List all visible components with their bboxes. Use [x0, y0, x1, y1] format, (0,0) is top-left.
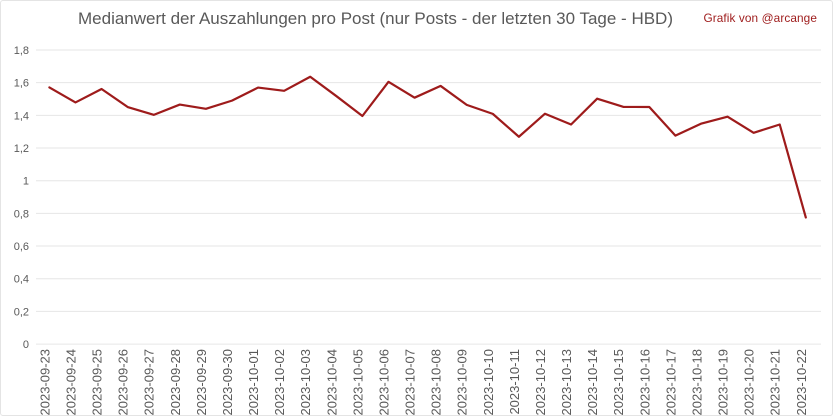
svg-text:0,8: 0,8: [14, 208, 29, 220]
svg-text:2023-10-16: 2023-10-16: [637, 349, 652, 416]
svg-text:2023-09-26: 2023-09-26: [116, 349, 131, 416]
svg-text:2023-09-23: 2023-09-23: [37, 349, 52, 416]
svg-text:2023-10-11: 2023-10-11: [507, 349, 522, 415]
svg-text:2023-10-08: 2023-10-08: [429, 349, 444, 416]
svg-text:2023-10-19: 2023-10-19: [716, 349, 731, 416]
svg-text:2023-10-01: 2023-10-01: [246, 349, 261, 416]
svg-text:2023-10-10: 2023-10-10: [481, 349, 496, 416]
svg-text:2023-09-28: 2023-09-28: [168, 349, 183, 416]
svg-text:0,4: 0,4: [14, 274, 29, 286]
svg-text:0,2: 0,2: [14, 306, 29, 318]
svg-text:2023-10-22: 2023-10-22: [794, 349, 809, 416]
svg-text:0,6: 0,6: [14, 241, 29, 253]
svg-text:2023-10-17: 2023-10-17: [663, 349, 678, 416]
svg-text:2023-10-09: 2023-10-09: [455, 349, 470, 416]
svg-text:1,8: 1,8: [14, 45, 29, 57]
svg-text:2023-10-15: 2023-10-15: [611, 349, 626, 416]
svg-text:2023-10-21: 2023-10-21: [768, 349, 783, 416]
svg-text:2023-09-27: 2023-09-27: [142, 349, 157, 416]
svg-text:2023-10-02: 2023-10-02: [272, 349, 287, 416]
svg-text:2023-10-04: 2023-10-04: [324, 349, 339, 416]
svg-text:2023-10-05: 2023-10-05: [350, 349, 365, 416]
svg-text:1,2: 1,2: [14, 143, 29, 155]
svg-text:2023-10-14: 2023-10-14: [585, 349, 600, 416]
svg-text:2023-10-20: 2023-10-20: [742, 349, 757, 416]
svg-text:2023-10-06: 2023-10-06: [376, 349, 391, 416]
svg-text:2023-09-25: 2023-09-25: [90, 349, 105, 416]
svg-text:2023-10-07: 2023-10-07: [403, 349, 418, 416]
svg-text:2023-10-18: 2023-10-18: [689, 349, 704, 416]
svg-text:1,6: 1,6: [14, 78, 29, 90]
svg-text:2023-10-12: 2023-10-12: [533, 349, 548, 416]
svg-text:2023-09-30: 2023-09-30: [220, 349, 235, 416]
svg-text:1,4: 1,4: [14, 110, 29, 122]
svg-text:1: 1: [23, 176, 29, 188]
svg-text:2023-09-24: 2023-09-24: [63, 349, 78, 416]
svg-text:2023-10-03: 2023-10-03: [298, 349, 313, 416]
svg-text:2023-10-13: 2023-10-13: [559, 349, 574, 416]
svg-text:0: 0: [23, 339, 29, 351]
svg-text:2023-09-29: 2023-09-29: [194, 349, 209, 416]
